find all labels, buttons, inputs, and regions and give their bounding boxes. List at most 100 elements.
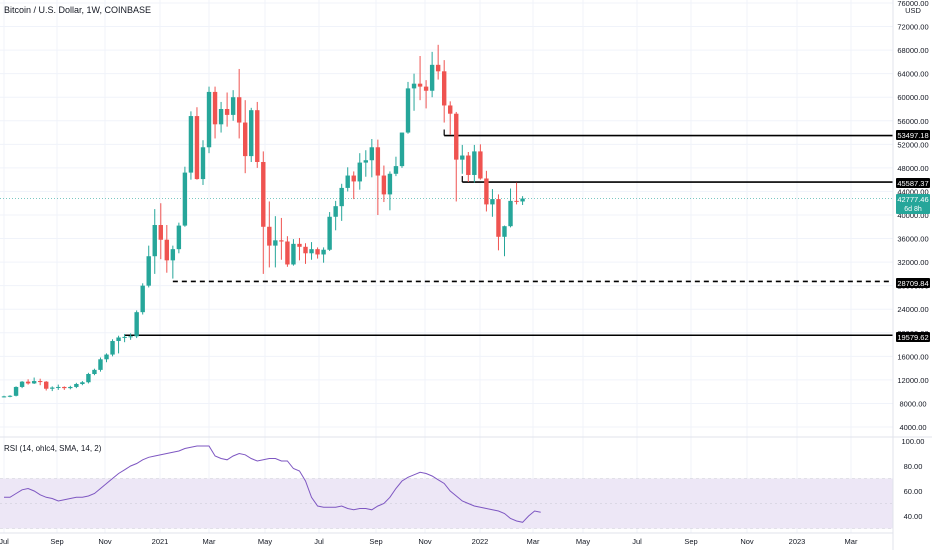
candle-up[interactable]	[56, 384, 61, 390]
candle-down[interactable]	[62, 386, 67, 390]
candle-up[interactable]	[128, 333, 133, 340]
candle-down[interactable]	[44, 381, 49, 391]
candle-up[interactable]	[429, 51, 435, 98]
candle-down[interactable]	[261, 151, 266, 274]
candle-down[interactable]	[243, 100, 248, 174]
candle-down[interactable]	[441, 60, 447, 123]
candle-up[interactable]	[19, 381, 25, 389]
candle-down[interactable]	[37, 378, 43, 386]
candle-down[interactable]	[478, 144, 483, 180]
candle-down[interactable]	[25, 379, 31, 385]
candle-up[interactable]	[218, 101, 224, 133]
candle-up[interactable]	[134, 310, 139, 339]
candle-up[interactable]	[345, 167, 350, 192]
candle-up[interactable]	[140, 283, 145, 315]
candle-up[interactable]	[104, 353, 109, 363]
candle-up[interactable]	[387, 171, 393, 211]
candle-up[interactable]	[472, 144, 477, 183]
candle-up[interactable]	[502, 225, 507, 257]
candle-down[interactable]	[514, 182, 519, 205]
price-axis[interactable]: 76000.00 72000.00 68000.00 64000.00 60000.00…	[897, 0, 928, 432]
candle-down[interactable]	[285, 236, 290, 267]
candle-up[interactable]	[7, 395, 13, 398]
candle-down[interactable]	[164, 225, 170, 273]
candle-down[interactable]	[194, 107, 200, 180]
candle-down[interactable]	[448, 101, 453, 135]
candle-up[interactable]	[122, 333, 127, 343]
candle-up[interactable]	[321, 247, 326, 263]
candle-up[interactable]	[50, 386, 55, 392]
candle-down[interactable]	[158, 203, 163, 260]
candle-up[interactable]	[68, 385, 73, 390]
candle-up[interactable]	[399, 132, 405, 168]
time-axis[interactable]: Jul Sep Nov 2021 Mar May Jul Sep Nov 2022 Mar May Ju…	[0, 537, 858, 546]
candle-up[interactable]	[170, 245, 176, 279]
candle-up[interactable]	[363, 150, 368, 177]
candle-up[interactable]	[74, 382, 79, 389]
candle-up[interactable]	[92, 368, 97, 376]
candle-down[interactable]	[267, 201, 272, 268]
candle-up[interactable]	[333, 200, 338, 231]
candle-up[interactable]	[146, 245, 151, 288]
rsi-line[interactable]	[4, 445, 541, 523]
candle-down[interactable]	[381, 165, 387, 203]
candle-down[interactable]	[417, 56, 423, 101]
candle-up[interactable]	[13, 386, 19, 397]
level-label-19579: 19579.62	[896, 332, 930, 342]
candle-up[interactable]	[80, 381, 85, 386]
candle-up[interactable]	[490, 189, 495, 217]
candle-down[interactable]	[454, 111, 459, 202]
candle-up[interactable]	[309, 242, 314, 260]
rsi-axis[interactable]: 100.00 80.00 60.00 40.00	[902, 437, 925, 521]
candle-up[interactable]	[460, 144, 465, 174]
candle-up[interactable]	[206, 86, 212, 154]
candle-up[interactable]	[176, 222, 182, 254]
candle-down[interactable]	[212, 86, 218, 139]
candle-down[interactable]	[351, 171, 356, 200]
candle-up[interactable]	[369, 139, 375, 178]
candle-up[interactable]	[273, 216, 278, 268]
candle-down[interactable]	[315, 247, 320, 259]
candle-down[interactable]	[279, 217, 284, 260]
candle-up[interactable]	[357, 153, 362, 190]
candle-down[interactable]	[224, 92, 230, 127]
candle-up[interactable]	[1, 395, 7, 398]
candle-down[interactable]	[423, 80, 429, 109]
candle-up[interactable]	[411, 73, 417, 111]
candle-up[interactable]	[31, 377, 37, 385]
candle-up[interactable]	[230, 90, 236, 121]
candle-down[interactable]	[466, 151, 471, 183]
candle-up[interactable]	[405, 81, 411, 134]
candle-up[interactable]	[110, 339, 115, 357]
candle-down[interactable]	[303, 243, 308, 264]
candle-up[interactable]	[291, 239, 296, 266]
symbol-title[interactable]: Bitcoin / U.S. Dollar, 1W, COINBASE	[4, 5, 151, 15]
candle-down[interactable]	[255, 101, 260, 168]
candle-up[interactable]	[152, 209, 157, 274]
candle-layer[interactable]	[1, 44, 525, 398]
time-tick-label: Jul	[314, 537, 324, 546]
candle-up[interactable]	[86, 372, 91, 384]
candle-up[interactable]	[327, 212, 332, 251]
candle-down[interactable]	[496, 194, 501, 251]
candle-down[interactable]	[236, 68, 242, 139]
candle-up[interactable]	[520, 196, 525, 205]
candle-down[interactable]	[297, 237, 302, 261]
candle-down[interactable]	[375, 139, 381, 215]
candle-down[interactable]	[484, 170, 489, 212]
candle-up[interactable]	[200, 140, 206, 185]
candle-up[interactable]	[98, 357, 103, 372]
rsi-title[interactable]: RSI (14, ohlc4, SMA, 14, 2)	[4, 444, 102, 453]
candle-up[interactable]	[182, 166, 188, 227]
candle-up[interactable]	[116, 335, 121, 354]
candle-up[interactable]	[188, 111, 194, 180]
time-tick-label: May	[258, 537, 272, 546]
candle-up[interactable]	[249, 107, 254, 162]
candle-down[interactable]	[435, 44, 441, 80]
candle-up[interactable]	[508, 188, 513, 228]
price-tick-label: 48000.00	[897, 164, 928, 173]
candle-up[interactable]	[393, 156, 399, 177]
candle-up[interactable]	[339, 183, 344, 221]
